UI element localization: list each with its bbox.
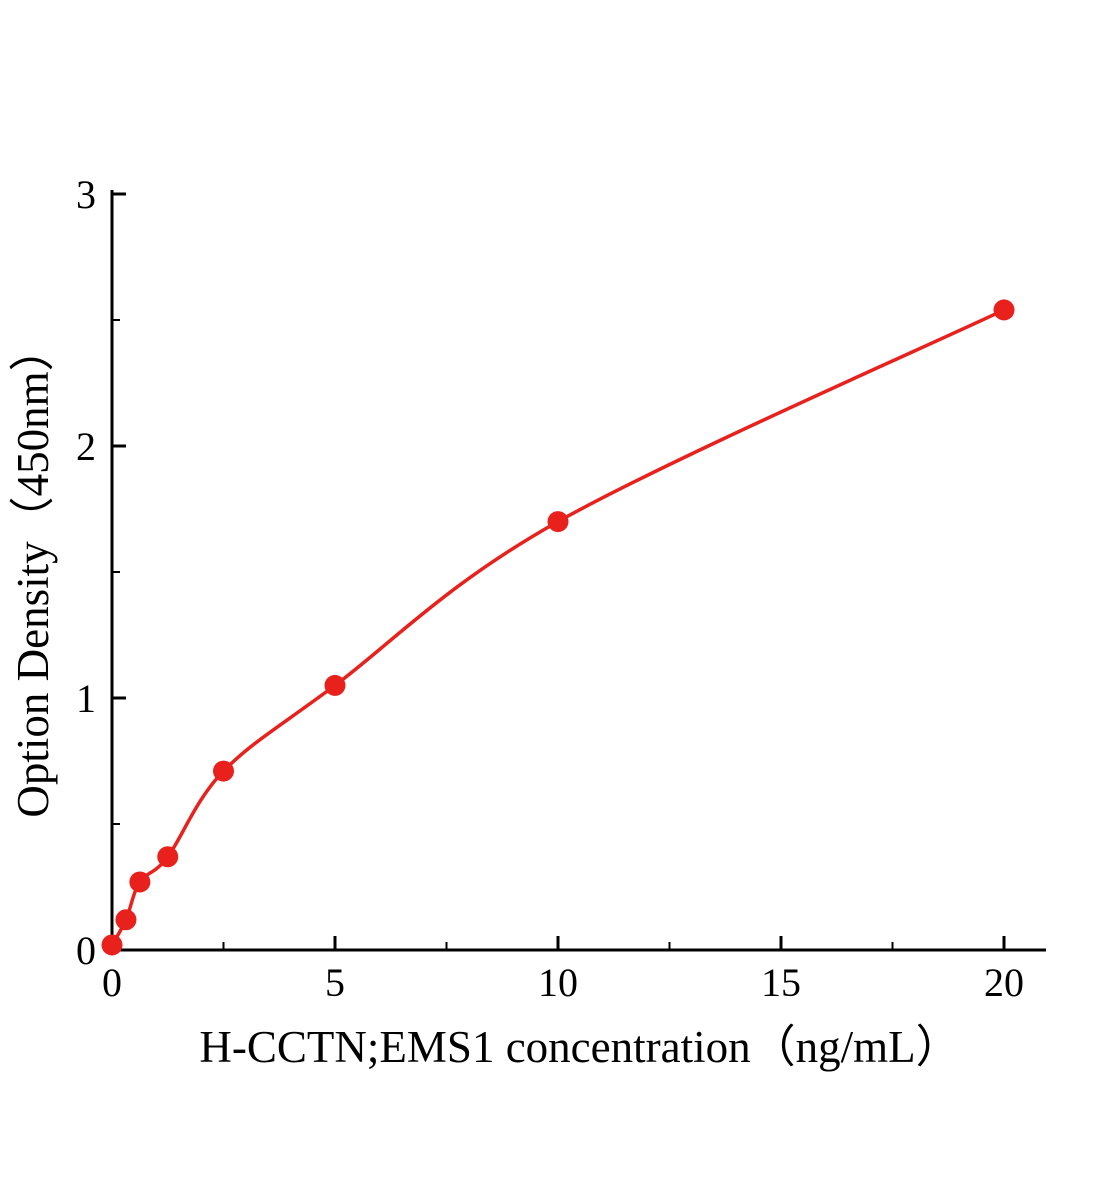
data-points <box>101 299 1015 956</box>
x-tick-label: 10 <box>538 960 578 1005</box>
data-point <box>993 299 1015 321</box>
data-point <box>547 511 569 533</box>
y-tick-label: 3 <box>76 172 96 217</box>
data-point <box>101 934 123 956</box>
x-axis-ticks: 0 5 10 15 20 <box>102 936 1024 1005</box>
x-tick-label: 0 <box>102 960 122 1005</box>
y-tick-label: 2 <box>76 424 96 469</box>
data-point <box>115 909 137 931</box>
data-point <box>129 871 151 893</box>
y-axis-ticks: 0 1 2 3 <box>76 172 126 973</box>
data-point <box>324 674 346 696</box>
x-axis-title: H-CCTN;EMS1 concentration（ng/mL） <box>199 1022 960 1072</box>
plot-area: 0 5 10 15 20 0 1 2 3 <box>76 172 1046 1005</box>
x-tick-label: 5 <box>325 960 345 1005</box>
y-tick-label: 0 <box>76 928 96 973</box>
curve-line <box>110 308 1005 946</box>
y-axis-title: Option Density（450nm） <box>8 326 58 817</box>
x-tick-label: 15 <box>761 960 801 1005</box>
data-point <box>213 760 234 782</box>
y-tick-label: 1 <box>76 676 96 721</box>
data-point <box>157 846 179 868</box>
axes <box>110 190 1046 952</box>
x-tick-label: 20 <box>984 960 1024 1005</box>
